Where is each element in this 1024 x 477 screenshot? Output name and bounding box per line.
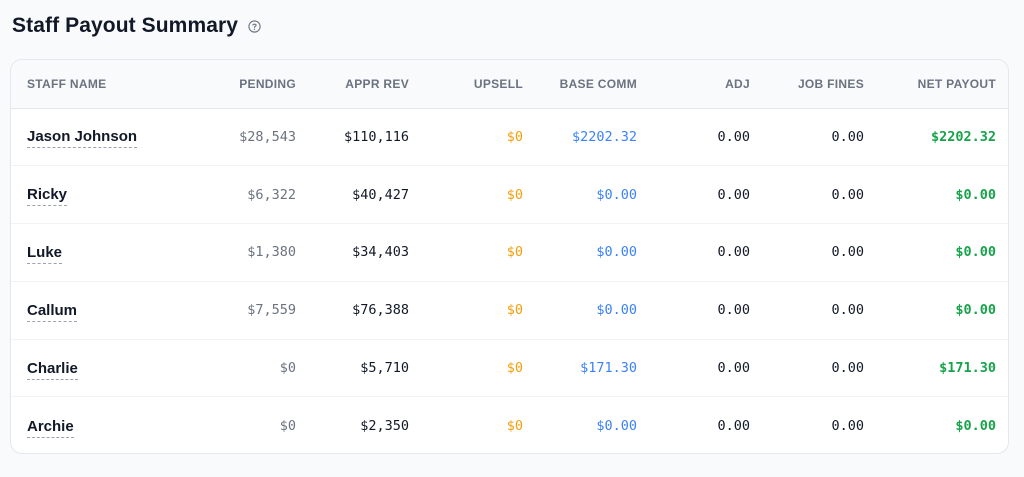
- question-circle-icon[interactable]: [248, 19, 261, 33]
- pending-cell: $0: [279, 360, 296, 377]
- table-row: Luke $1,380 $34,403 $0 $0.00 0.00 0.00 $0.00: [11, 224, 1008, 282]
- column-header-pending: PENDING: [239, 76, 296, 91]
- appr-rev-cell: $76,388: [352, 302, 409, 319]
- table-body: Jason Johnson $28,543 $110,116 $0 $2202.32 0.…: [11, 108, 1008, 453]
- net-payout-cell: $0.00: [955, 186, 996, 203]
- column-header-upsell: UPSELL: [473, 76, 523, 91]
- appr-rev-cell: $2,350: [360, 418, 409, 435]
- staff-name-link[interactable]: Archie: [27, 417, 74, 438]
- appr-rev-cell: $5,710: [360, 360, 409, 377]
- staff-name-cell: Jason Johnson: [11, 108, 194, 166]
- adj-cell: 0.00: [717, 128, 750, 145]
- upsell-cell: $0: [506, 128, 523, 145]
- pending-cell: $7,559: [247, 302, 296, 319]
- base-comm-cell: $2202.32: [571, 128, 637, 145]
- page-header: Staff Payout Summary: [12, 10, 261, 42]
- staff-name-cell: Archie: [11, 397, 194, 453]
- appr-rev-cell: $110,116: [343, 128, 409, 145]
- adj-cell: 0.00: [717, 302, 750, 319]
- net-payout-cell: $0.00: [955, 244, 996, 261]
- column-header-adj: ADJ: [725, 76, 750, 91]
- staff-name-link[interactable]: Jason Johnson: [27, 128, 138, 149]
- base-comm-cell: $0.00: [596, 186, 637, 203]
- upsell-cell: $0: [506, 360, 523, 377]
- net-payout-cell: $171.30: [939, 360, 996, 377]
- job-fines-cell: 0.00: [831, 244, 864, 261]
- adj-cell: 0.00: [717, 186, 750, 203]
- adj-cell: 0.00: [717, 418, 750, 435]
- appr-rev-cell: $40,427: [352, 186, 409, 203]
- base-comm-cell: $0.00: [596, 418, 637, 435]
- column-header-net-payout: NET PAYOUT: [917, 76, 996, 91]
- staff-name-cell: Callum: [11, 281, 194, 339]
- net-payout-cell: $0.00: [955, 302, 996, 319]
- base-comm-cell: $0.00: [596, 302, 637, 319]
- net-payout-cell: $2202.32: [930, 128, 996, 145]
- adj-cell: 0.00: [717, 360, 750, 377]
- staff-name-cell: Charlie: [11, 339, 194, 397]
- job-fines-cell: 0.00: [831, 360, 864, 377]
- table-row: Archie $0 $2,350 $0 $0.00 0.00 0.00 $0.00: [11, 397, 1008, 453]
- job-fines-cell: 0.00: [831, 186, 864, 203]
- staff-name-link[interactable]: Charlie: [27, 359, 78, 380]
- pending-cell: $28,543: [239, 128, 296, 145]
- staff-name-link[interactable]: Callum: [27, 301, 78, 322]
- upsell-cell: $0: [506, 302, 523, 319]
- staff-name-link[interactable]: Ricky: [27, 186, 68, 207]
- table-row: Charlie $0 $5,710 $0 $171.30 0.00 0.00 $171.30: [11, 339, 1008, 397]
- net-payout-cell: $0.00: [955, 418, 996, 435]
- appr-rev-cell: $34,403: [352, 244, 409, 261]
- page-title: Staff Payout Summary: [12, 14, 239, 37]
- column-header-appr-rev: APPR REV: [345, 76, 409, 91]
- column-header-base-comm: BASE COMM: [559, 76, 637, 91]
- column-header-staff-name: STAFF NAME: [27, 76, 107, 91]
- pending-cell: $0: [279, 418, 296, 435]
- adj-cell: 0.00: [717, 244, 750, 261]
- upsell-cell: $0: [506, 418, 523, 435]
- staff-name-cell: Luke: [11, 224, 194, 282]
- payout-table: STAFF NAME PENDING APPR REV UPSELL BASE …: [11, 60, 1008, 453]
- job-fines-cell: 0.00: [831, 418, 864, 435]
- upsell-cell: $0: [506, 244, 523, 261]
- upsell-cell: $0: [506, 186, 523, 203]
- staff-name-link[interactable]: Luke: [27, 243, 63, 264]
- table-row: Callum $7,559 $76,388 $0 $0.00 0.00 0.00 $0.00: [11, 281, 1008, 340]
- pending-cell: $6,322: [247, 186, 296, 203]
- base-comm-cell: $0.00: [596, 244, 637, 261]
- staff-name-cell: Ricky: [11, 166, 194, 224]
- job-fines-cell: 0.00: [831, 302, 864, 319]
- job-fines-cell: 0.00: [831, 128, 864, 145]
- payout-table-card: STAFF NAME PENDING APPR REV UPSELL BASE …: [10, 59, 1009, 454]
- table-header-row: STAFF NAME PENDING APPR REV UPSELL BASE …: [11, 60, 1008, 108]
- table-row: Jason Johnson $28,543 $110,116 $0 $2202.32 0.…: [11, 108, 1008, 166]
- pending-cell: $1,380: [247, 244, 296, 261]
- table-row: Ricky $6,322 $40,427 $0 $0.00 0.00 0.00 $0.00: [11, 166, 1008, 224]
- base-comm-cell: $171.30: [580, 360, 637, 377]
- column-header-job-fines: JOB FINES: [797, 76, 864, 91]
